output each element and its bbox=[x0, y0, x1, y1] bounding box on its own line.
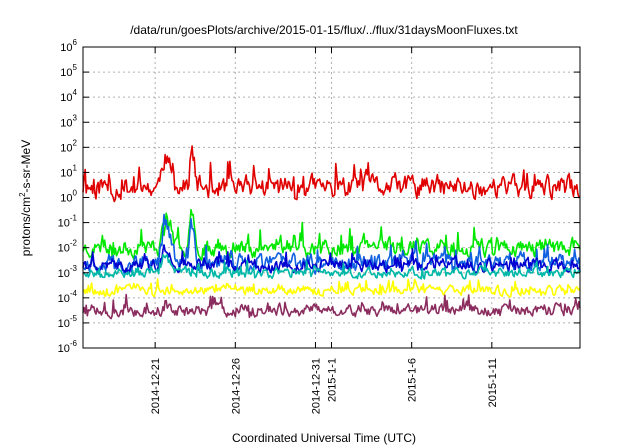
y-tick-label: 106 bbox=[60, 38, 77, 54]
y-axis-label: protons/cm2-s-sr-MeV bbox=[18, 140, 33, 256]
series-line-1 bbox=[82, 145, 581, 203]
y-tick-label: 100 bbox=[60, 189, 77, 205]
y-tick-label: 101 bbox=[60, 163, 77, 179]
y-tick-label: 104 bbox=[60, 88, 77, 104]
x-tick-label: 2014-12-26 bbox=[230, 358, 242, 414]
series-line-6 bbox=[82, 278, 581, 298]
series-group bbox=[82, 145, 581, 320]
y-tick-label: 10-1 bbox=[58, 214, 78, 230]
series-line-7 bbox=[82, 293, 581, 320]
x-tick-label: 2015-1-11 bbox=[487, 358, 499, 407]
y-tick-label: 10-2 bbox=[58, 239, 78, 255]
x-tick-label: 2015-1-1 bbox=[327, 358, 339, 402]
y-tick-label: 102 bbox=[60, 138, 77, 154]
y-tick-label: 10-4 bbox=[58, 289, 78, 305]
x-axis-label: Coordinated Universal Time (UTC) bbox=[232, 431, 416, 445]
y-tick-label: 10-5 bbox=[58, 314, 78, 330]
series-line-4 bbox=[82, 244, 581, 275]
x-tick-label: 2015-1-6 bbox=[407, 358, 419, 402]
x-tick-label: 2014-12-21 bbox=[150, 358, 162, 414]
y-tick-label: 10-6 bbox=[58, 339, 78, 355]
y-tick-label: 103 bbox=[60, 113, 77, 129]
grid bbox=[83, 47, 580, 348]
series-line-5 bbox=[82, 253, 581, 280]
y-tick-label: 105 bbox=[60, 63, 77, 79]
axis-ticks: 10-6 10-5 10-4 10-3 10-2 10-1 100 101 102 103 104 1… bbox=[58, 38, 580, 414]
x-tick-label: 2014-12-31 bbox=[310, 358, 322, 414]
y-tick-label: 10-3 bbox=[58, 264, 78, 280]
chart-title: /data/run/goesPlots/archive/2015-01-15/f… bbox=[130, 23, 518, 37]
